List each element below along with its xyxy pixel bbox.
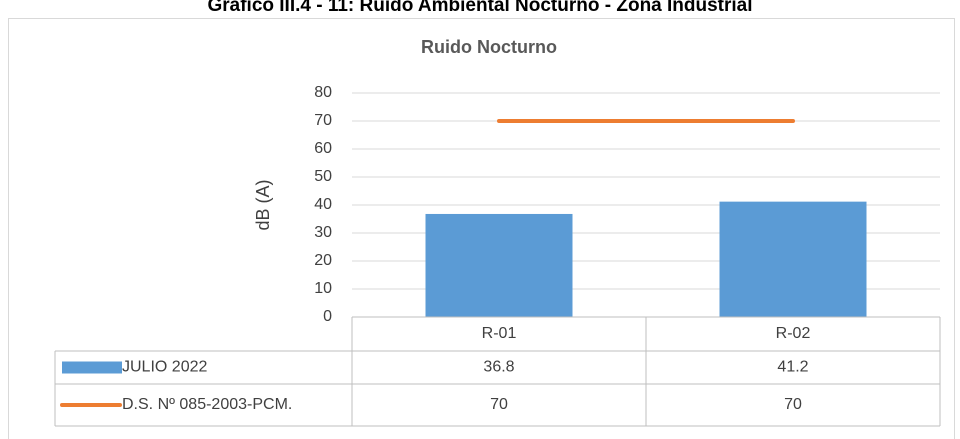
y-tick-label: 20 <box>314 252 332 269</box>
table-value: 70 <box>490 396 508 413</box>
y-tick-label: 70 <box>314 112 332 129</box>
table-value: 41.2 <box>777 359 808 376</box>
y-tick-label: 80 <box>314 84 332 101</box>
table-value: 36.8 <box>483 359 514 376</box>
bar <box>719 201 867 317</box>
y-tick-label: 30 <box>314 224 332 241</box>
table-value: 70 <box>784 396 802 413</box>
legend-label: D.S. Nº 085-2003-PCM. <box>122 396 292 413</box>
x-tick-label: R-02 <box>776 325 811 342</box>
chart-title: Ruido Nocturno <box>421 37 557 57</box>
y-tick-label: 60 <box>314 140 332 157</box>
y-axis-label: dB (A) <box>253 179 273 230</box>
legend-label: JULIO 2022 <box>122 359 207 376</box>
caption: Gráfico III.4 - 11: Ruido Ambiental Noct… <box>207 0 752 16</box>
y-tick-label: 0 <box>323 308 332 325</box>
y-tick-label: 50 <box>314 168 332 185</box>
legend-swatch <box>62 361 122 374</box>
y-tick-label: 40 <box>314 196 332 213</box>
y-tick-label: 10 <box>314 280 332 297</box>
bar <box>425 213 573 317</box>
x-tick-label: R-01 <box>482 325 517 342</box>
